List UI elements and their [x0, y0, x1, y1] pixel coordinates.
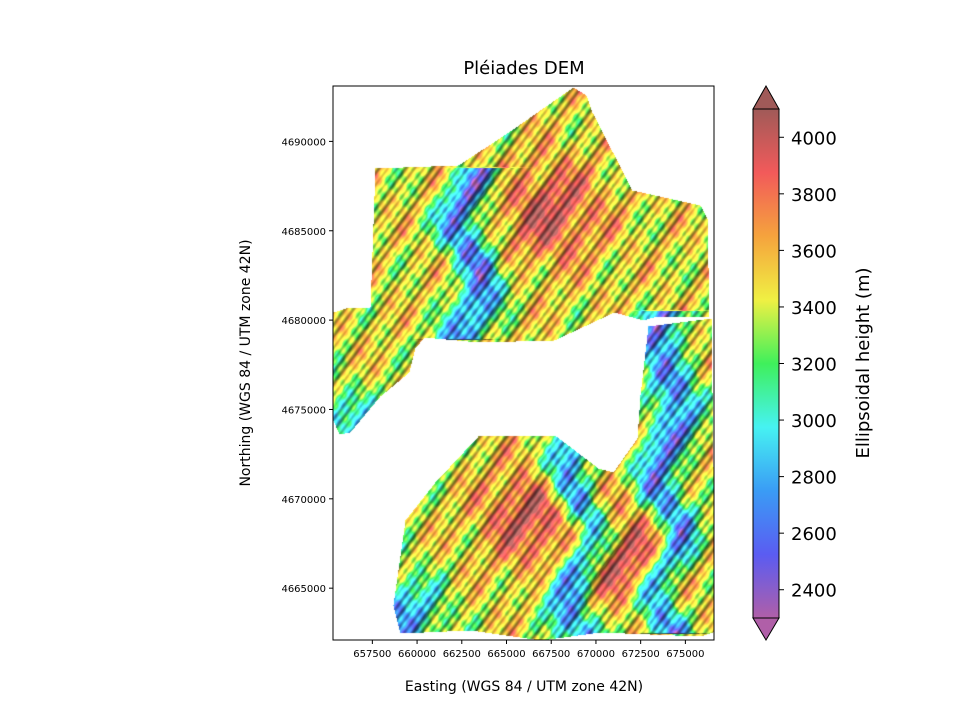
colorbar-tick-label: 3200: [791, 355, 837, 376]
x-tick-label: 667500: [532, 649, 570, 660]
x-tick-label: 657500: [353, 649, 391, 660]
dem-image: [333, 86, 714, 640]
y-tick-label: 4675000: [281, 405, 326, 416]
y-axis-label: Northing (WGS 84 / UTM zone 42N): [238, 239, 254, 486]
colorbar-extend-min: [752, 617, 780, 641]
colorbar-label: Ellipsoidal height (m): [853, 267, 874, 458]
x-tick-label: 675000: [666, 649, 704, 660]
y-axis: 4665000 4670000 4675000 4680000 4685000 46900…: [281, 137, 333, 595]
colorbar-tick-label: 2600: [791, 524, 837, 545]
colorbar-tick-label: 2800: [791, 468, 837, 489]
x-tick-label: 660000: [398, 649, 436, 660]
x-axis: 657500 660000 662500 665000 667500 670000 6725…: [353, 640, 704, 660]
y-tick-label: 4670000: [281, 495, 326, 506]
colorbar-tick-label: 3800: [791, 185, 837, 206]
x-tick-label: 662500: [443, 649, 481, 660]
colorbar-axis: 2400 2600 2800 3000 3200 3400 3600 3800 4000: [779, 128, 837, 602]
x-axis-label: Easting (WGS 84 / UTM zone 42N): [405, 679, 643, 695]
plot-area-frame: [332, 85, 715, 641]
x-tick-label: 672500: [622, 649, 660, 660]
colorbar-tick-label: 3600: [791, 241, 837, 262]
colorbar-extend-max: [752, 84, 780, 110]
chart-title: Pléiades DEM: [463, 58, 584, 79]
colorbar: [752, 84, 780, 641]
colorbar-tick-label: 3000: [791, 411, 837, 432]
colorbar-tick-label: 2400: [791, 581, 837, 602]
y-tick-label: 4680000: [281, 316, 326, 327]
x-tick-label: 670000: [577, 649, 615, 660]
y-tick-label: 4685000: [281, 227, 326, 238]
x-tick-label: 665000: [487, 649, 525, 660]
colorbar-gradient: [752, 108, 780, 619]
colorbar-tick-label: 4000: [791, 128, 837, 149]
y-tick-label: 4665000: [281, 584, 326, 595]
colorbar-tick-label: 3400: [791, 298, 837, 319]
y-tick-label: 4690000: [281, 137, 326, 148]
dem-raster: [333, 86, 714, 640]
